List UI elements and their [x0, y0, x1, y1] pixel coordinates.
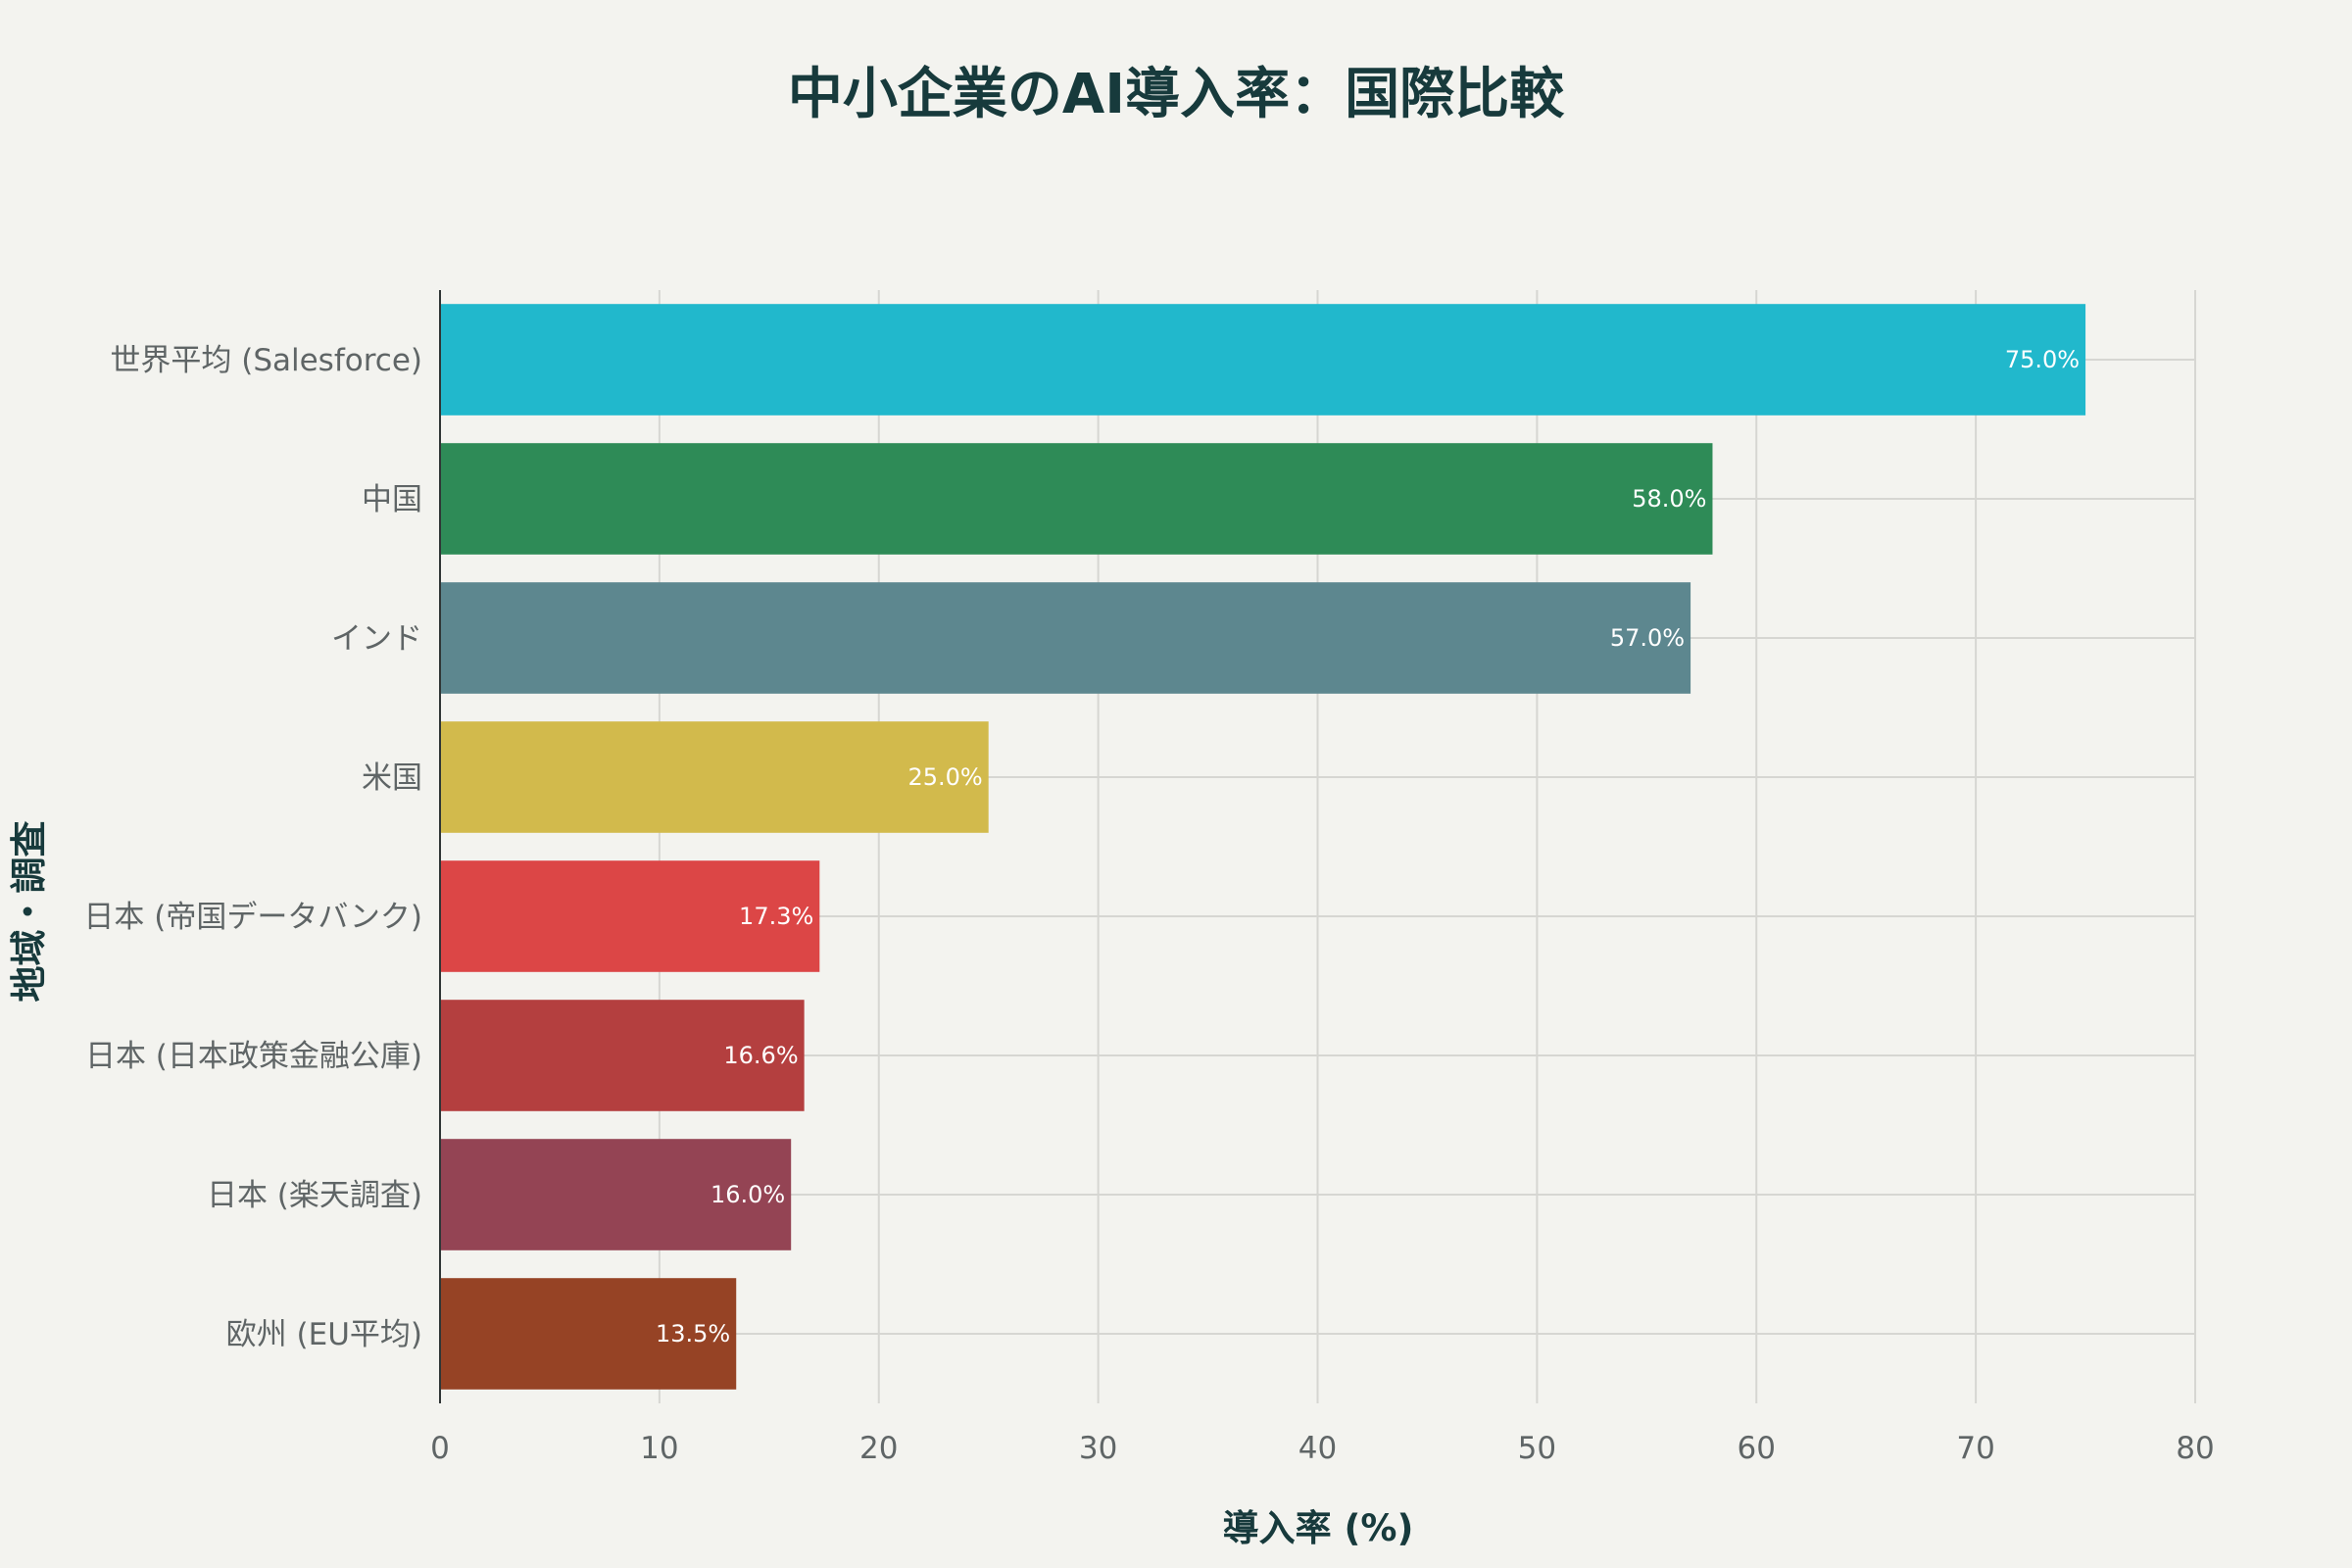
bar-value-label: 58.0%	[1632, 485, 1706, 513]
y-category-label: 日本 (日本政策金融公庫)	[85, 1039, 422, 1074]
x-tick-label: 60	[1738, 1431, 1776, 1466]
y-axis-title: 地域・調査	[8, 821, 50, 1003]
bar-value-label: 25.0%	[907, 763, 982, 791]
bars-layer	[440, 304, 2086, 1390]
bar-value-label: 57.0%	[1610, 624, 1685, 652]
y-category-label: 中国	[362, 482, 422, 517]
bar-value-label: 13.5%	[656, 1320, 730, 1348]
x-tick-label: 10	[640, 1431, 678, 1466]
y-category-label: 米国	[362, 760, 422, 796]
bar-value-label: 16.0%	[710, 1181, 785, 1208]
x-tick-label: 50	[1518, 1431, 1556, 1466]
x-tick-label: 40	[1298, 1431, 1337, 1466]
x-tick-label: 80	[2176, 1431, 2214, 1466]
x-tick-label: 20	[859, 1431, 898, 1466]
bar	[440, 1139, 792, 1250]
y-category-label: 世界平均 (Salesforce)	[110, 343, 422, 378]
bar	[440, 860, 820, 972]
axis-layer: 0 10 20 30 40 50 60 70 80	[430, 290, 2215, 1466]
y-category-label: インド	[331, 621, 422, 657]
y-category-label: 日本 (帝国データバンク)	[83, 900, 422, 935]
bar	[440, 582, 1691, 694]
x-tick-label: 0	[430, 1431, 450, 1466]
bar	[440, 443, 1713, 555]
y-category-label: 欧州 (EU平均)	[226, 1317, 422, 1352]
chart-title: 中小企業のAI導入率：国際比較	[788, 63, 1565, 126]
bar	[440, 1278, 737, 1390]
bar	[440, 721, 989, 833]
bar-value-label: 17.3%	[739, 903, 813, 930]
bar-value-label: 75.0%	[2005, 346, 2080, 373]
x-tick-label: 70	[1956, 1431, 1994, 1466]
x-axis-title: 導入率 (%)	[1223, 1507, 1414, 1549]
y-category-label: 日本 (楽天調査)	[207, 1178, 422, 1213]
labels-layer: 75.0% 世界平均 (Salesforce) 58.0% 中国 57.0% インド 25.…	[83, 343, 2080, 1352]
bar-value-label: 16.6%	[723, 1042, 798, 1069]
bar	[440, 1000, 805, 1111]
bar	[440, 304, 2086, 416]
x-tick-label: 30	[1079, 1431, 1117, 1466]
